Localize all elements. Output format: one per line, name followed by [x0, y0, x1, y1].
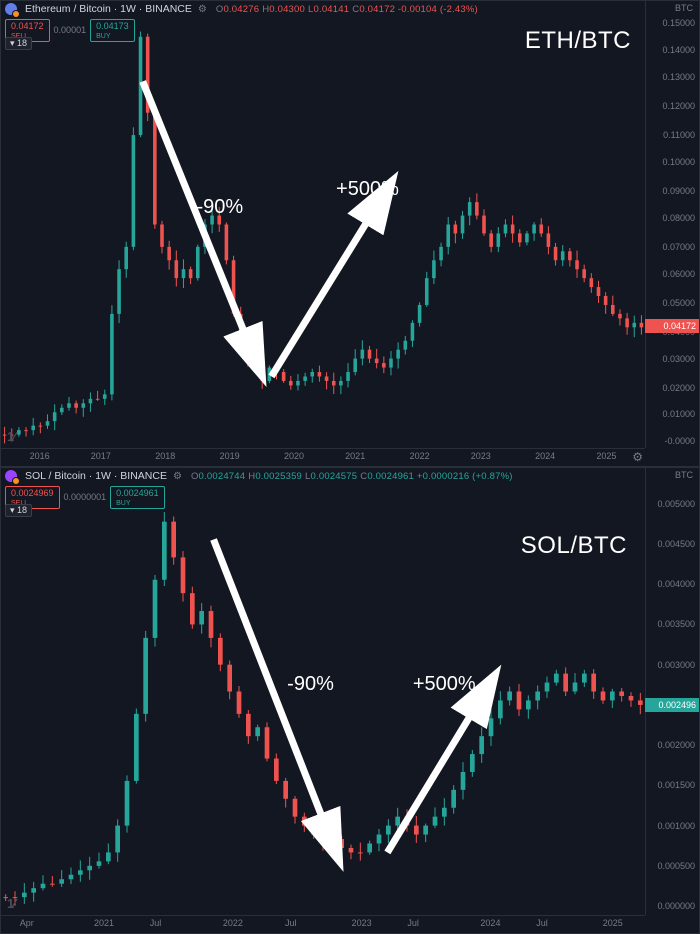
y-tick: 0.08000 — [662, 213, 695, 223]
y-tick: 0.005000 — [657, 499, 695, 509]
x-tick: 2019 — [220, 451, 240, 461]
x-tick: Jul — [536, 918, 548, 928]
x-tick: 2024 — [480, 918, 500, 928]
pair-label: ETH/BTC — [525, 27, 631, 55]
y-tick: 0.13000 — [662, 72, 695, 82]
x-tick: 2021 — [345, 451, 365, 461]
gear-icon[interactable]: ⚙ — [173, 471, 182, 482]
annotation-gain: +500% — [336, 178, 399, 201]
y-tick: 0.12000 — [662, 101, 695, 111]
chart-panel-solbtc: SOL / Bitcoin · 1W · BINANCE ⚙ O0.002474… — [0, 467, 700, 934]
ohlc-readout: O0.0024744H0.0025359L0.0024575C0.0024961… — [188, 471, 513, 482]
spread-value: 0.0000001 — [64, 492, 107, 502]
spread-value: 0.00001 — [54, 25, 87, 35]
y-axis[interactable]: BTC 0.15000 0.14000 0.13000 0.12000 0.11000 0… — [645, 1, 699, 448]
chart-header: SOL / Bitcoin · 1W · BINANCE ⚙ O0.002474… — [5, 470, 513, 482]
x-tick: 2021 — [94, 918, 114, 928]
chart-header: Ethereum / Bitcoin · 1W · BINANCE ⚙ O0.0… — [5, 3, 478, 15]
x-tick: 2016 — [30, 451, 50, 461]
y-tick: 0.14000 — [662, 45, 695, 55]
indicator-row: ▾ 18 — [5, 37, 32, 50]
symbol-title[interactable]: Ethereum / Bitcoin · 1W · BINANCE — [25, 3, 192, 15]
x-tick: 2022 — [410, 451, 430, 461]
y-tick: 0.002000 — [657, 740, 695, 750]
tradingview-logo: 1⁄ — [7, 429, 14, 444]
x-tick: Jul — [407, 918, 419, 928]
x-tick: 2025 — [603, 918, 623, 928]
y-tick: 0.000000 — [657, 901, 695, 911]
tradingview-logo: 1⁄ — [7, 896, 14, 911]
x-tick: 2025 — [596, 451, 616, 461]
y-tick: 0.03000 — [662, 354, 695, 364]
annotation-drawdown: -90% — [287, 673, 334, 696]
last-price-tag: 0.002496 — [645, 698, 699, 712]
y-tick: 0.06000 — [662, 269, 695, 279]
pair-label: SOL/BTC — [521, 532, 627, 560]
chart-plot-area[interactable] — [1, 1, 645, 448]
y-tick: 0.001500 — [657, 780, 695, 790]
y-tick: 0.10000 — [662, 157, 695, 167]
gear-icon[interactable]: ⚙ — [198, 4, 207, 15]
x-tick: 2020 — [284, 451, 304, 461]
x-tick: 2024 — [535, 451, 555, 461]
indicator-badge[interactable]: ▾ 18 — [5, 504, 32, 517]
y-tick: 0.003000 — [657, 660, 695, 670]
x-tick: Apr — [20, 918, 34, 928]
symbol-title[interactable]: SOL / Bitcoin · 1W · BINANCE — [25, 470, 167, 482]
candlestick-svg — [1, 1, 645, 448]
buy-badge[interactable]: 0.04173BUY — [90, 19, 135, 42]
last-price-tag: 0.04172 — [645, 319, 699, 333]
y-tick: 0.01000 — [662, 409, 695, 419]
chart-panel-ethbtc: Ethereum / Bitcoin · 1W · BINANCE ⚙ O0.0… — [0, 0, 700, 467]
y-tick: 0.09000 — [662, 186, 695, 196]
annotation-drawdown: -90% — [196, 196, 243, 219]
x-tick: 2023 — [352, 918, 372, 928]
x-tick: Jul — [150, 918, 162, 928]
y-tick: 0.003500 — [657, 619, 695, 629]
y-tick: 0.004500 — [657, 539, 695, 549]
y-tick: 0.15000 — [662, 18, 695, 28]
x-axis[interactable]: Apr 2021 Jul 2022 Jul 2023 Jul 2024 Jul 2025 — [1, 915, 645, 933]
y-tick: 0.07000 — [662, 242, 695, 252]
x-tick: 2022 — [223, 918, 243, 928]
y-tick: 0.02000 — [662, 383, 695, 393]
x-tick: Jul — [285, 918, 297, 928]
symbol-icon — [5, 3, 17, 15]
y-axis-unit: BTC — [675, 470, 693, 480]
y-axis[interactable]: BTC 0.005000 0.004500 0.004000 0.003500 0.00… — [645, 468, 699, 915]
y-tick: 0.05000 — [662, 298, 695, 308]
x-tick: 2023 — [471, 451, 491, 461]
indicator-row: ▾ 18 — [5, 504, 32, 517]
buy-badge[interactable]: 0.0024961BUY — [110, 486, 165, 509]
y-tick: 0.001000 — [657, 821, 695, 831]
annotation-gain: +500% — [413, 673, 476, 696]
y-axis-unit: BTC — [675, 3, 693, 13]
axis-settings-icon[interactable]: ⚙ — [632, 450, 643, 464]
indicator-badge[interactable]: ▾ 18 — [5, 37, 32, 50]
x-axis[interactable]: ⚙ 2016 2017 2018 2019 2020 2021 2022 2023 2024 20… — [1, 448, 645, 466]
y-tick: 0.11000 — [663, 130, 695, 140]
y-tick: 0.004000 — [657, 579, 695, 589]
y-tick: -0.0000 — [664, 436, 695, 446]
x-tick: 2017 — [91, 451, 111, 461]
y-tick: 0.000500 — [657, 861, 695, 871]
ohlc-readout: O0.04276H0.04300L0.04141C0.04172 -0.0010… — [213, 4, 478, 15]
symbol-icon — [5, 470, 17, 482]
x-tick: 2018 — [155, 451, 175, 461]
